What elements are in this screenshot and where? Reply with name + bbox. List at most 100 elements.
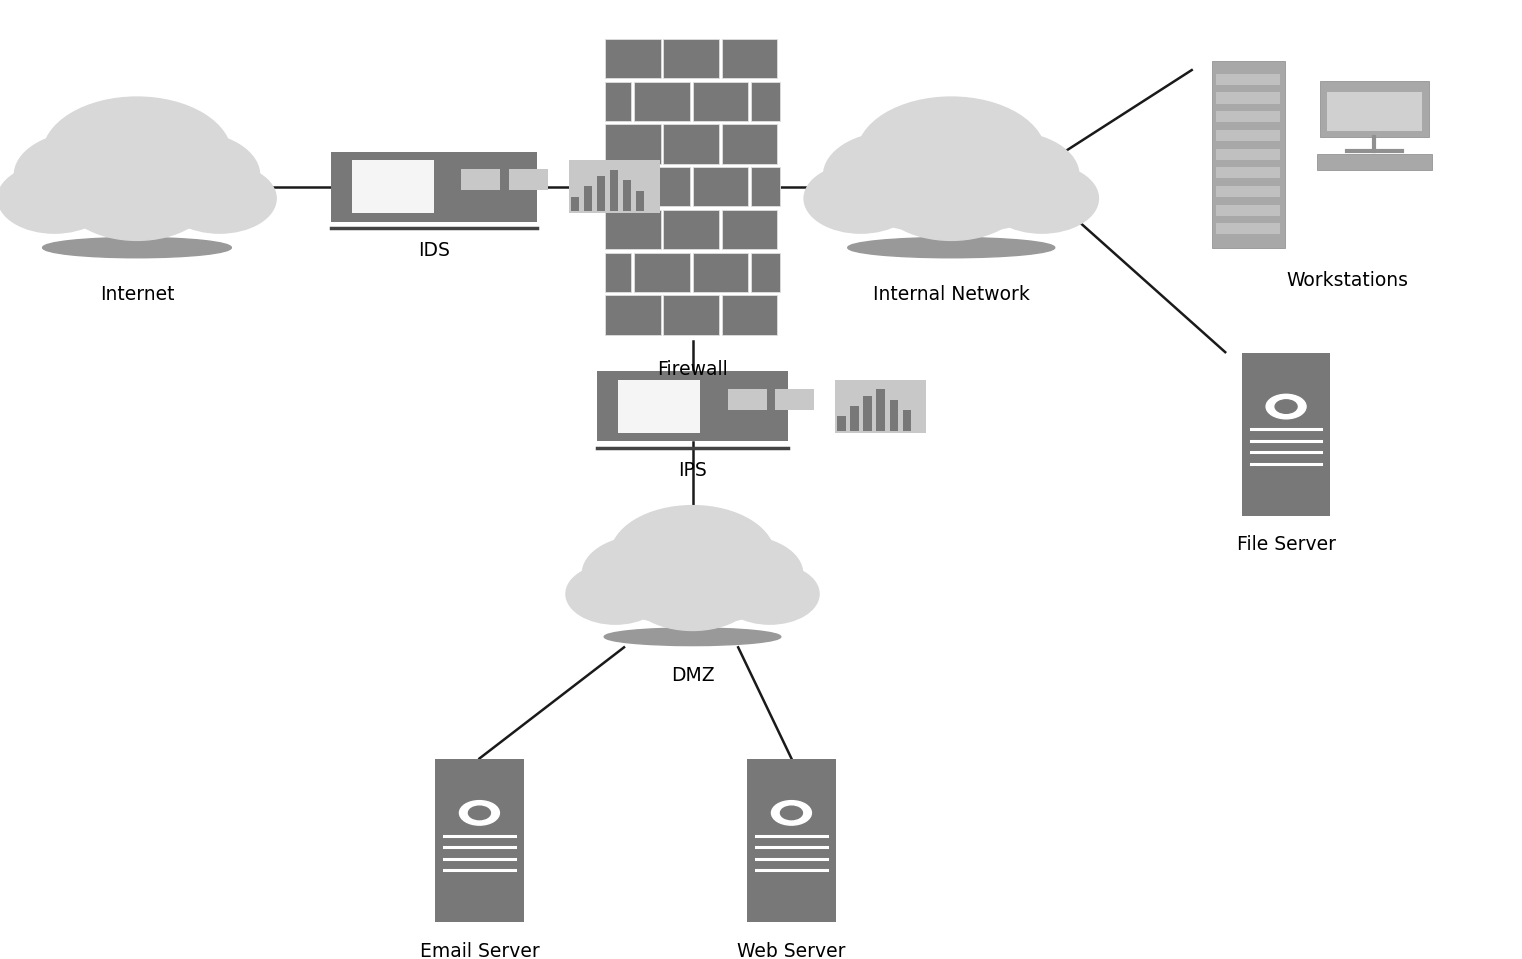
Text: Firewall: Firewall — [658, 360, 728, 379]
Bar — [618, 380, 700, 433]
Bar — [606, 252, 632, 292]
Circle shape — [566, 564, 665, 624]
Bar — [1320, 82, 1429, 137]
Bar — [1216, 149, 1280, 160]
Bar — [721, 125, 778, 164]
Circle shape — [849, 144, 991, 230]
Circle shape — [772, 801, 811, 825]
Bar — [1327, 91, 1422, 130]
Bar — [851, 406, 858, 431]
Bar — [606, 167, 632, 206]
Bar — [776, 388, 814, 409]
Bar — [597, 371, 788, 441]
Bar — [664, 295, 718, 335]
Bar — [1216, 111, 1280, 123]
Circle shape — [610, 505, 775, 606]
Bar — [750, 167, 781, 206]
Bar — [750, 252, 781, 292]
Bar — [877, 389, 884, 431]
Circle shape — [658, 546, 781, 621]
Bar — [1216, 167, 1280, 178]
Bar — [461, 169, 501, 190]
Circle shape — [119, 131, 260, 219]
Circle shape — [875, 148, 1027, 241]
Bar — [597, 176, 606, 211]
Text: Internal Network: Internal Network — [872, 285, 1030, 304]
Bar — [750, 82, 781, 121]
Bar — [889, 400, 898, 431]
Circle shape — [804, 164, 918, 233]
Bar — [606, 295, 661, 335]
Bar — [863, 395, 872, 431]
Bar — [747, 759, 836, 923]
Bar — [1242, 353, 1330, 516]
Circle shape — [43, 97, 231, 213]
Circle shape — [0, 164, 111, 233]
Ellipse shape — [848, 238, 1055, 258]
Bar — [721, 295, 778, 335]
Circle shape — [604, 546, 728, 621]
Circle shape — [469, 807, 490, 820]
Bar — [635, 167, 689, 206]
Bar — [606, 39, 661, 79]
Circle shape — [720, 564, 819, 624]
Text: Web Server: Web Server — [737, 942, 846, 959]
Circle shape — [1275, 400, 1297, 413]
Circle shape — [857, 97, 1046, 213]
Text: Email Server: Email Server — [420, 942, 539, 959]
Bar — [1216, 204, 1280, 216]
Text: DMZ: DMZ — [671, 666, 714, 685]
Text: IPS: IPS — [679, 460, 706, 480]
Circle shape — [61, 148, 213, 241]
Bar — [1317, 154, 1432, 170]
Bar — [1216, 129, 1280, 141]
Bar — [622, 180, 632, 211]
Text: Internet: Internet — [100, 285, 174, 304]
Bar — [721, 210, 778, 249]
Bar — [903, 410, 910, 431]
Bar — [1216, 92, 1280, 104]
Bar — [606, 82, 632, 121]
Bar — [610, 170, 618, 211]
Circle shape — [823, 131, 965, 219]
Circle shape — [781, 807, 802, 820]
Bar — [664, 125, 718, 164]
Bar — [1216, 186, 1280, 198]
Circle shape — [460, 801, 499, 825]
Circle shape — [985, 164, 1099, 233]
Circle shape — [679, 536, 802, 612]
Text: Workstations: Workstations — [1286, 270, 1408, 290]
Ellipse shape — [604, 628, 781, 645]
Circle shape — [163, 164, 275, 233]
Text: IDS: IDS — [419, 241, 449, 260]
Bar — [330, 152, 536, 222]
Circle shape — [938, 131, 1079, 219]
Bar — [837, 416, 846, 431]
Circle shape — [94, 144, 236, 230]
Bar — [836, 380, 925, 433]
Bar — [508, 169, 548, 190]
Bar — [352, 160, 434, 214]
Ellipse shape — [43, 238, 231, 258]
Bar — [1212, 60, 1285, 247]
Bar — [693, 252, 749, 292]
Bar — [571, 197, 580, 211]
Bar — [569, 160, 661, 214]
Bar — [693, 82, 749, 121]
Bar — [1216, 74, 1280, 85]
Bar — [728, 388, 767, 409]
Circle shape — [627, 550, 758, 630]
Bar — [584, 186, 592, 211]
Bar — [636, 191, 644, 211]
Circle shape — [583, 536, 706, 612]
Circle shape — [912, 144, 1053, 230]
Bar — [435, 759, 524, 923]
Circle shape — [1266, 394, 1306, 419]
Circle shape — [38, 144, 180, 230]
Circle shape — [14, 131, 155, 219]
Bar — [664, 210, 718, 249]
Bar — [664, 39, 718, 79]
Bar — [635, 82, 689, 121]
Bar — [635, 252, 689, 292]
Bar — [606, 125, 661, 164]
